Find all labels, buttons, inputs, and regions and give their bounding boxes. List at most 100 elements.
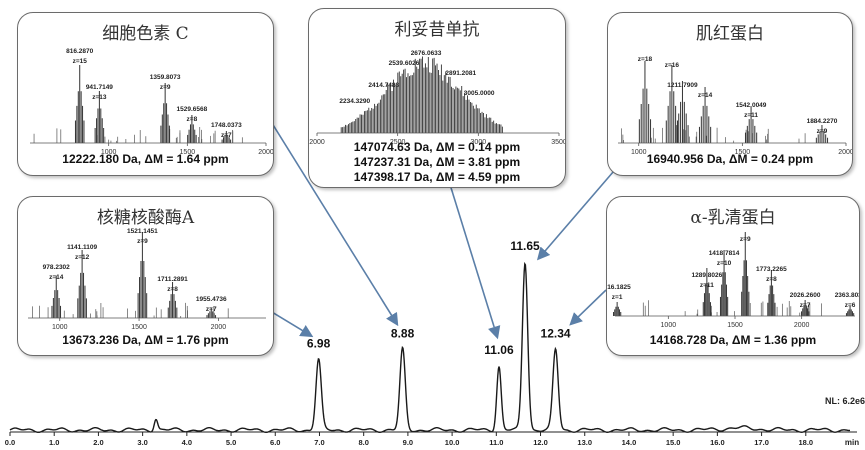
spectrum-annotation: z=12	[75, 254, 90, 261]
panel-summary: 147074.63 Da, ΔM = 0.14 ppm 147237.31 Da…	[309, 140, 565, 185]
panel-title: 核糖核酸酶A	[96, 208, 195, 228]
spectrum-annotation: 2026.2600	[790, 292, 821, 299]
spectrum-annotation: 1289.8026	[691, 272, 722, 279]
x-tick-label: 13.0	[577, 438, 592, 447]
x-tick-label: 9.0	[403, 438, 413, 447]
spectrum-annotation: z=9	[137, 238, 148, 245]
spectrum-annotation: z=16	[665, 62, 680, 69]
spectrum-annotations: 978.2302 z=14 1141.1109 z=12 1521.1451 z=9 171…	[43, 228, 227, 313]
arrow	[447, 177, 501, 340]
spectrum-annotation: 978.2302	[43, 264, 70, 271]
spectrum-annotation: z=8	[766, 276, 777, 283]
spectrum-annotation: 2363.8030	[835, 292, 859, 299]
spectrum-tick-label: 3500	[551, 139, 565, 146]
panel-summary: 12222.180 Da, ΔM = 1.64 ppm	[18, 152, 273, 167]
spectrum-annotation: 816.2870	[66, 48, 93, 55]
panel-rituximab: 利妥昔单抗 2000 2500 3000 3500 2234.3290 2414.748…	[308, 8, 566, 188]
spectrum-annotation: 1418.7814	[709, 250, 740, 257]
spectrum-annotation: 2414.7488	[368, 82, 399, 89]
spectrum-annotation: z=13	[92, 94, 107, 101]
summary-line: 14168.728 Da, ΔM = 1.36 ppm	[649, 333, 817, 347]
x-ticks: 0.0 1.0 2.0 3.0 4.0 5.0 6.0 7.0 8.0 9.0 10.0 11.0 12…	[5, 432, 813, 447]
spectrum-annotation: z=9	[740, 236, 751, 243]
spectrum-lines	[613, 232, 855, 316]
spectrum-annotation: z=15	[73, 58, 88, 65]
panel-ribonuclease-a: 核糖核酸酶A 1000 1500 2000 978.2302 z=14 1141.110…	[17, 196, 274, 356]
x-tick-label: 11.0	[489, 438, 503, 447]
spectrum-annotation: 1773.2265	[756, 266, 787, 273]
summary-line: 147398.17 Da, ΔM = 4.59 ppm	[353, 170, 521, 184]
summary-line: 147074.63 Da, ΔM = 0.14 ppm	[353, 140, 521, 154]
panel-cytochrome-c: 细胞色素 C 1000 1500 2000 816.2870 z=15 941.7149…	[17, 12, 274, 176]
spectrum-tick-label: 1000	[631, 149, 647, 156]
spectrum-tick-label: 3000	[471, 139, 487, 146]
spectrum-lines	[33, 65, 243, 143]
x-tick-label: 12.0	[533, 438, 548, 447]
arrow	[269, 119, 399, 327]
arrow	[569, 289, 607, 326]
x-tick-label: 16.0	[710, 438, 725, 447]
spectrum-tick-label: 2000	[258, 149, 273, 156]
panel-summary: 14168.728 Da, ΔM = 1.36 ppm	[607, 333, 859, 348]
spectrum-annotation: 1884.2270	[807, 118, 838, 125]
panel-summary: 13673.236 Da, ΔM = 1.76 ppm	[18, 333, 273, 348]
spectrum-annotation: 2891.2081	[445, 70, 476, 77]
x-tick-label: 17.0	[754, 438, 769, 447]
summary-line: 16940.956 Da, ΔM = 0.24 ppm	[646, 152, 814, 166]
spectrum-tick-label: 2000	[211, 324, 227, 331]
x-tick-label: 10.0	[445, 438, 460, 447]
spectrum-ticks: 2000 2500 3000 3500	[309, 133, 565, 146]
spectrum-tick-label: 1000	[661, 322, 677, 329]
x-tick-label: 18.0	[798, 438, 813, 447]
spectrum-annotation: z=9	[817, 128, 828, 135]
spectrum-tick-label: 1500	[727, 322, 743, 329]
spectrum-cytochrome-c: 1000 1500 2000 816.2870 z=15 941.7149 z=13 135…	[30, 48, 273, 156]
x-tick-label: 8.0	[358, 438, 368, 447]
spectrum-lines	[32, 232, 229, 318]
spectrum-tick-label: 1000	[52, 324, 68, 331]
panel-title: 利妥昔单抗	[394, 20, 480, 40]
spectrum-annotation: 941.7149	[86, 84, 113, 91]
spectrum-tick-label: 2000	[794, 322, 810, 329]
x-tick-label: 7.0	[314, 438, 324, 447]
x-tick-label: 4.0	[182, 438, 192, 447]
spectrum-annotations: 816.2870 z=15 941.7149 z=13 1359.8073 z=9 1529…	[66, 48, 242, 139]
spectrum-lines	[621, 61, 829, 143]
x-tick-label: 2.0	[93, 438, 103, 447]
spectrum-annotation: 1141.1109	[67, 244, 97, 251]
spectrum-annotation: 1542.0049	[736, 102, 767, 109]
spectrum-annotation: 1359.8073	[150, 74, 181, 81]
spectrum-annotation: z=18	[638, 56, 653, 63]
spectrum-annotation: 1211.7909	[667, 82, 698, 89]
spectrum-annotation: z=6	[845, 302, 856, 309]
spectrum-ticks: 1000 1500 2000	[661, 316, 810, 329]
spectrum-ticks: 1000 1500 2000	[631, 143, 852, 156]
nl-label: NL: 6.2e6	[825, 396, 865, 406]
spectrum-annotation: 1711.2891	[157, 276, 188, 283]
spectrum-annotation: 2234.3290	[339, 98, 370, 105]
summary-line: 147237.31 Da, ΔM = 3.81 ppm	[353, 155, 521, 169]
x-tick-label: 6.0	[270, 438, 280, 447]
peak-label: 8.88	[391, 326, 415, 340]
peak-label: 6.98	[307, 336, 331, 350]
spectrum-tick-label: 2000	[838, 149, 852, 156]
x-tick-label: 1.0	[49, 438, 59, 447]
spectrum-annotation: z=9	[160, 84, 171, 91]
spectrum-tick-label: 2000	[309, 139, 325, 146]
spectrum-annotation: z=11	[700, 282, 714, 289]
x-unit-label: min	[845, 438, 859, 447]
spectrum-tick-label: 1000	[101, 149, 117, 156]
peak-label: 11.65	[510, 239, 540, 253]
spectrum-annotation: z=8	[167, 286, 178, 293]
spectrum-annotation: z=1	[612, 294, 623, 301]
spectrum-annotation: 616.1825	[607, 284, 631, 291]
peak-labels: 6.98 8.88 11.06 11.65 12.34	[307, 239, 571, 357]
spectrum-annotation: z=7	[206, 306, 217, 313]
peak-label: 11.06	[484, 343, 514, 357]
panel-summary: 16940.956 Da, ΔM = 0.24 ppm	[608, 152, 852, 167]
